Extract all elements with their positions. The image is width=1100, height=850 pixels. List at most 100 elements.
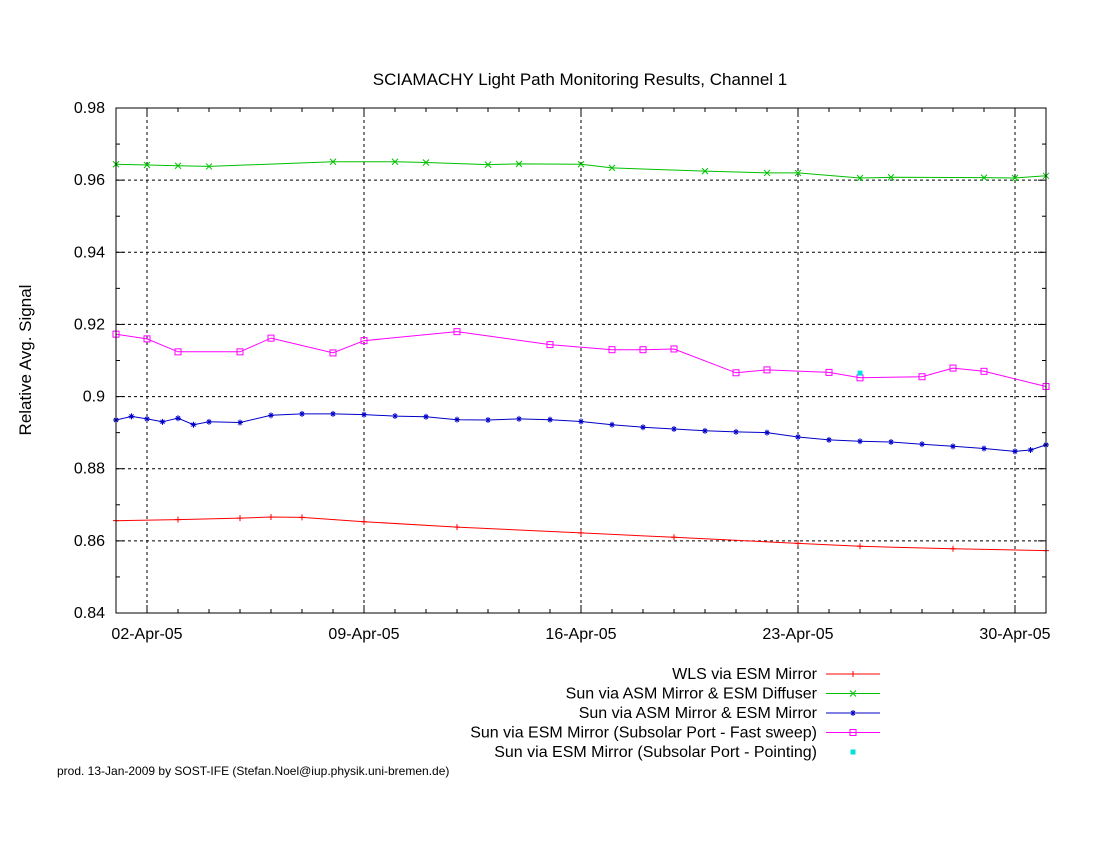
data-point bbox=[980, 174, 988, 181]
legend-item: Sun via ASM Mirror & ESM Mirror bbox=[579, 705, 880, 722]
axis-ticks: 0.84 0.86 0.88 0.9 0.92 0.94 0.96 0.98 02-Apr-05… bbox=[74, 100, 1051, 643]
data-point bbox=[702, 427, 708, 434]
data-point bbox=[236, 348, 244, 356]
data-point bbox=[849, 690, 857, 697]
data-point bbox=[850, 749, 856, 755]
data-point bbox=[516, 415, 522, 422]
data-point bbox=[423, 413, 429, 420]
data-point bbox=[143, 161, 151, 169]
data-point bbox=[919, 441, 925, 448]
data-point bbox=[825, 368, 833, 376]
data-point bbox=[888, 439, 894, 446]
data-point bbox=[577, 160, 585, 168]
data-point bbox=[608, 346, 616, 354]
data-point bbox=[515, 160, 523, 168]
data-point bbox=[850, 710, 856, 716]
data-point bbox=[267, 334, 275, 342]
plot-series bbox=[112, 158, 1050, 554]
data-point bbox=[454, 416, 460, 423]
data-point bbox=[578, 418, 584, 425]
y-axis-label: Relative Avg. Signal bbox=[16, 285, 35, 436]
x-tick-label: 30-Apr-05 bbox=[979, 626, 1050, 643]
grid-lines bbox=[116, 108, 1046, 613]
data-point bbox=[826, 436, 832, 443]
data-point bbox=[360, 337, 368, 345]
data-point bbox=[950, 545, 956, 552]
data-point bbox=[422, 159, 430, 166]
data-point bbox=[299, 410, 305, 417]
data-point bbox=[205, 163, 213, 170]
x-tick-label: 02-Apr-05 bbox=[111, 626, 182, 643]
legend-label: Sun via ESM Mirror (Subsolar Port - Fast… bbox=[470, 725, 817, 742]
data-point bbox=[175, 516, 181, 523]
data-point bbox=[763, 169, 771, 177]
data-point bbox=[484, 161, 492, 168]
data-point bbox=[949, 364, 957, 372]
data-point bbox=[1012, 448, 1018, 455]
data-point bbox=[609, 421, 615, 428]
data-point bbox=[981, 445, 987, 452]
data-point bbox=[144, 415, 150, 422]
y-tick-label: 0.84 bbox=[74, 605, 105, 622]
data-point bbox=[763, 366, 771, 374]
data-point bbox=[391, 158, 399, 166]
series-3 bbox=[113, 410, 1049, 455]
y-tick-label: 0.92 bbox=[74, 316, 105, 333]
data-point bbox=[857, 438, 863, 445]
legend-label: WLS via ESM Mirror bbox=[672, 666, 818, 683]
data-point bbox=[850, 671, 856, 677]
legend-item: Sun via ESM Mirror (Subsolar Port - Fast… bbox=[470, 725, 880, 742]
data-point bbox=[237, 515, 243, 522]
data-point bbox=[128, 413, 135, 420]
data-point bbox=[950, 443, 956, 450]
series-4 bbox=[112, 328, 1050, 390]
legend: WLS via ESM Mirror Sun via ASM Mirror & E… bbox=[470, 666, 880, 761]
data-point bbox=[299, 514, 305, 521]
y-tick-label: 0.9 bbox=[83, 389, 105, 406]
data-point bbox=[206, 418, 212, 425]
data-point bbox=[794, 169, 802, 177]
data-point bbox=[453, 328, 461, 336]
data-point bbox=[329, 158, 337, 166]
data-point bbox=[887, 173, 895, 181]
data-point bbox=[849, 729, 857, 736]
data-point bbox=[361, 518, 367, 525]
data-point bbox=[485, 417, 491, 424]
x-tick-label: 09-Apr-05 bbox=[328, 626, 399, 643]
data-point bbox=[547, 416, 553, 423]
data-point bbox=[578, 529, 584, 536]
data-point bbox=[361, 411, 367, 418]
data-point bbox=[330, 410, 336, 417]
y-tick-label: 0.86 bbox=[74, 533, 105, 550]
data-point bbox=[175, 415, 181, 422]
data-point bbox=[980, 367, 988, 375]
footer-credit: prod. 13-Jan-2009 by SOST-IFE (Stefan.No… bbox=[57, 764, 450, 778]
data-point bbox=[671, 534, 677, 541]
data-point bbox=[159, 418, 166, 425]
data-point bbox=[671, 426, 677, 433]
chart-title: SCIAMACHY Light Path Monitoring Results,… bbox=[373, 70, 788, 89]
data-point bbox=[733, 428, 739, 435]
data-point bbox=[701, 167, 709, 175]
legend-label: Sun via ASM Mirror & ESM Diffuser bbox=[566, 686, 818, 703]
data-point bbox=[857, 370, 863, 376]
data-point bbox=[639, 346, 647, 354]
y-tick-label: 0.96 bbox=[74, 172, 105, 189]
data-point bbox=[546, 341, 554, 349]
legend-label: Sun via ESM Mirror (Subsolar Port - Poin… bbox=[494, 744, 817, 761]
data-point bbox=[1027, 446, 1034, 453]
data-point bbox=[237, 419, 243, 426]
legend-item: Sun via ESM Mirror (Subsolar Port - Poin… bbox=[494, 744, 856, 761]
x-tick-label: 16-Apr-05 bbox=[545, 626, 616, 643]
data-point bbox=[454, 524, 460, 531]
series-line bbox=[115, 331, 1047, 387]
y-tick-label: 0.94 bbox=[74, 244, 105, 261]
data-point bbox=[608, 164, 616, 172]
data-point bbox=[268, 514, 274, 521]
data-point bbox=[795, 433, 801, 440]
legend-item: WLS via ESM Mirror bbox=[672, 666, 880, 683]
y-tick-label: 0.88 bbox=[74, 461, 105, 478]
data-point bbox=[918, 373, 926, 381]
legend-label: Sun via ASM Mirror & ESM Mirror bbox=[579, 705, 818, 722]
